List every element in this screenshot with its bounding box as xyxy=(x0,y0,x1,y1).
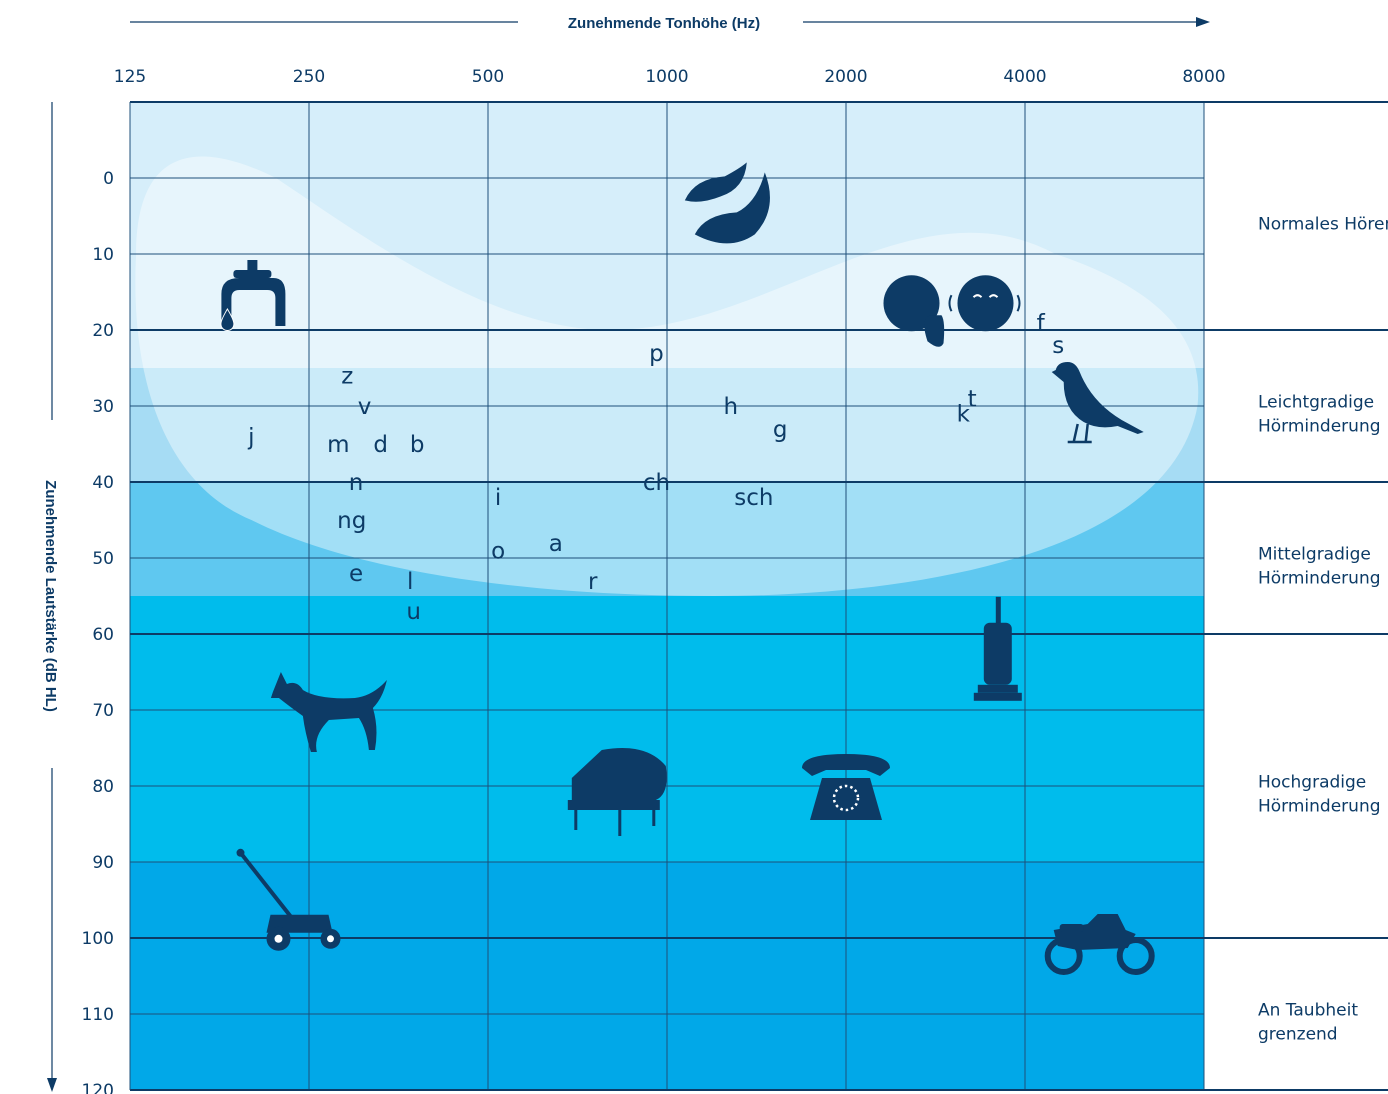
band-label: Hörminderung xyxy=(1258,569,1381,589)
y-tick-label: 100 xyxy=(82,929,114,949)
phoneme-label: t xyxy=(968,386,977,412)
y-tick-label: 110 xyxy=(82,1005,114,1025)
band-labels: Normales Hören Leichtgradige Hörminderung M… xyxy=(1258,215,1388,1045)
dog-icon xyxy=(270,672,387,752)
y-tick-label: 90 xyxy=(92,853,114,873)
vacuum-cleaner-icon xyxy=(973,596,1022,701)
x-axis-title: Zunehmende Tonhöhe (Hz) xyxy=(568,15,760,32)
phoneme-label: sch xyxy=(734,485,773,511)
phoneme-label: g xyxy=(773,417,788,443)
y-tick-label: 80 xyxy=(92,777,114,797)
y-tick-label: 30 xyxy=(92,397,114,417)
phonemes: j zvm d b n ng e lu i o ar p ch h g sch tk fs xyxy=(247,310,1064,625)
phoneme-label: e xyxy=(349,561,363,587)
y-tick-label: 0 xyxy=(103,169,114,189)
piano-icon xyxy=(567,748,667,836)
phoneme-label: v xyxy=(358,394,372,420)
x-tick-label: 250 xyxy=(293,67,325,87)
phoneme-label: p xyxy=(649,341,664,367)
phoneme-label: ch xyxy=(643,470,670,496)
phoneme-label: h xyxy=(723,394,738,420)
band-label: Hörminderung xyxy=(1258,417,1381,437)
x-tick-label: 2000 xyxy=(824,67,867,87)
phoneme-label: f xyxy=(1037,310,1046,336)
y-tick-label: 40 xyxy=(92,473,114,493)
phoneme-label: m xyxy=(327,432,349,458)
sound-icons xyxy=(220,162,1155,975)
motorcycle-icon xyxy=(1044,914,1155,975)
whisper-faces-icon xyxy=(883,275,1021,347)
phoneme-label: j xyxy=(247,424,254,450)
leaves-icon xyxy=(684,162,770,244)
bird-icon xyxy=(1051,362,1144,444)
phoneme-label: i xyxy=(495,485,501,511)
band-label: Normales Hören xyxy=(1258,215,1388,235)
band-label: Hörminderung xyxy=(1258,797,1381,817)
phoneme-label: u xyxy=(406,599,421,625)
y-tick-label: 120 xyxy=(82,1081,114,1094)
phoneme-label: b xyxy=(410,432,425,458)
y-tick-label: 70 xyxy=(92,701,114,721)
y-axis-title: Zunehmende Lautstärke (dB HL) xyxy=(42,480,59,712)
phoneme-label: s xyxy=(1052,333,1064,359)
band-label: An Taubheit xyxy=(1258,1001,1358,1021)
phoneme-label: n xyxy=(349,470,364,496)
faucet-icon xyxy=(220,260,286,331)
phoneme-label: ng xyxy=(337,508,366,534)
phoneme-label: k xyxy=(957,402,971,428)
telephone-icon xyxy=(802,754,890,820)
lawn-mower-icon xyxy=(236,848,341,951)
phoneme-label: r xyxy=(588,569,598,595)
x-tick-label: 8000 xyxy=(1182,67,1225,87)
band-label: Leichtgradige xyxy=(1258,393,1374,413)
y-axis: Zunehmende Lautstärke (dB HL) 0 10 20 30 40 5… xyxy=(42,102,114,1094)
x-axis: Zunehmende Tonhöhe (Hz) 125 250 500 1000 200… xyxy=(114,15,1226,87)
band-label: Mittelgradige xyxy=(1258,545,1371,565)
phoneme-label: z xyxy=(341,364,353,390)
y-tick-label: 60 xyxy=(92,625,114,645)
y-tick-label: 50 xyxy=(92,549,114,569)
phoneme-label: d xyxy=(373,432,388,458)
x-tick-label: 125 xyxy=(114,67,146,87)
y-tick-label: 10 xyxy=(92,245,114,265)
x-tick-label: 1000 xyxy=(645,67,688,87)
band-label: grenzend xyxy=(1258,1025,1338,1045)
y-tick-label: 20 xyxy=(92,321,114,341)
phoneme-label: a xyxy=(549,531,563,557)
x-tick-label: 4000 xyxy=(1003,67,1046,87)
x-tick-label: 500 xyxy=(472,67,504,87)
phoneme-label: o xyxy=(491,538,505,564)
phoneme-label: l xyxy=(407,569,413,595)
band-label: Hochgradige xyxy=(1258,773,1366,793)
